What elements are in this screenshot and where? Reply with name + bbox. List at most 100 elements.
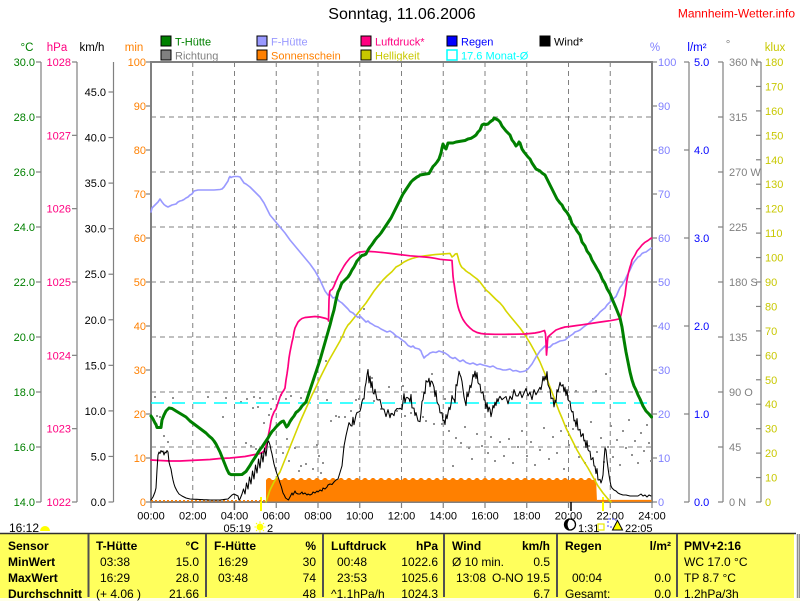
svg-text:05:19: 05:19 bbox=[223, 523, 251, 535]
svg-text:1:31: 1:31 bbox=[578, 523, 599, 535]
svg-text:00:04: 00:04 bbox=[572, 571, 602, 585]
svg-text:16:00: 16:00 bbox=[471, 511, 499, 523]
svg-text:0 N: 0 N bbox=[729, 497, 746, 509]
svg-text:km/h: km/h bbox=[522, 539, 550, 553]
svg-text:l/m²: l/m² bbox=[687, 42, 706, 54]
svg-text:MaxWert: MaxWert bbox=[8, 571, 58, 585]
svg-text:Regen: Regen bbox=[461, 37, 493, 49]
svg-text:90: 90 bbox=[765, 277, 777, 289]
svg-text:80: 80 bbox=[765, 301, 777, 313]
svg-text:1022: 1022 bbox=[47, 497, 71, 509]
svg-text:30: 30 bbox=[303, 555, 317, 569]
svg-text:hPa: hPa bbox=[47, 42, 68, 54]
svg-text:00:00: 00:00 bbox=[137, 511, 165, 523]
svg-text:MinWert: MinWert bbox=[8, 555, 55, 569]
svg-text:100: 100 bbox=[765, 253, 783, 265]
svg-text:1.2hPa/3h: 1.2hPa/3h bbox=[684, 587, 739, 601]
svg-text:22:05: 22:05 bbox=[625, 523, 653, 535]
svg-text:270 W: 270 W bbox=[729, 167, 761, 179]
svg-text:km/h: km/h bbox=[80, 42, 105, 54]
svg-text:1.0: 1.0 bbox=[694, 409, 709, 421]
svg-text:30.0: 30.0 bbox=[14, 57, 35, 69]
svg-text:22.0: 22.0 bbox=[14, 277, 35, 289]
svg-text:Richtung: Richtung bbox=[175, 51, 218, 63]
svg-text:min: min bbox=[125, 42, 144, 54]
svg-text:45: 45 bbox=[729, 442, 741, 454]
svg-text:100: 100 bbox=[128, 57, 146, 69]
svg-text:70: 70 bbox=[134, 189, 146, 201]
svg-text:16:12: 16:12 bbox=[9, 521, 39, 535]
svg-text:03:48: 03:48 bbox=[218, 571, 248, 585]
svg-text:60: 60 bbox=[134, 233, 146, 245]
svg-text:28.0: 28.0 bbox=[14, 112, 35, 124]
svg-text:1022.6: 1022.6 bbox=[401, 555, 438, 569]
svg-text:Luftdruck: Luftdruck bbox=[331, 539, 387, 553]
svg-text:25.0: 25.0 bbox=[85, 269, 106, 281]
svg-text:18.0: 18.0 bbox=[14, 387, 35, 399]
svg-text:Sonntag, 11.06.2006: Sonntag, 11.06.2006 bbox=[328, 6, 475, 23]
svg-text:1028: 1028 bbox=[47, 57, 71, 69]
svg-text:Durchschnitt: Durchschnitt bbox=[8, 587, 82, 601]
svg-text:0: 0 bbox=[765, 497, 771, 509]
svg-text:1024.3: 1024.3 bbox=[401, 587, 438, 601]
svg-text:60: 60 bbox=[658, 233, 670, 245]
svg-text:00:48: 00:48 bbox=[337, 555, 367, 569]
svg-text:5.0: 5.0 bbox=[91, 451, 106, 463]
svg-text:24.0: 24.0 bbox=[14, 222, 35, 234]
svg-text:30: 30 bbox=[658, 365, 670, 377]
svg-text:13:08: 13:08 bbox=[456, 571, 486, 585]
svg-text:135: 135 bbox=[729, 332, 747, 344]
svg-text:°: ° bbox=[726, 39, 731, 51]
svg-text:08:00: 08:00 bbox=[304, 511, 332, 523]
svg-text:10.0: 10.0 bbox=[85, 406, 106, 418]
svg-text:150: 150 bbox=[765, 130, 783, 142]
svg-text:90 O: 90 O bbox=[729, 387, 753, 399]
svg-text:15.0: 15.0 bbox=[176, 555, 200, 569]
svg-text:17.6 Monat-Ø: 17.6 Monat-Ø bbox=[461, 51, 529, 63]
svg-text:50: 50 bbox=[134, 277, 146, 289]
svg-text:23:53: 23:53 bbox=[337, 571, 367, 585]
svg-text:40: 40 bbox=[134, 321, 146, 333]
svg-text:l/m²: l/m² bbox=[650, 539, 671, 553]
svg-text:klux: klux bbox=[765, 42, 786, 54]
svg-text:TP 8.7 °C: TP 8.7 °C bbox=[684, 571, 736, 585]
svg-text:F-Hütte: F-Hütte bbox=[271, 37, 308, 49]
svg-text:180 S: 180 S bbox=[729, 277, 758, 289]
svg-text:0.5: 0.5 bbox=[533, 555, 550, 569]
svg-text:60: 60 bbox=[765, 350, 777, 362]
svg-text:0.0: 0.0 bbox=[91, 497, 106, 509]
svg-text:24:00: 24:00 bbox=[638, 511, 666, 523]
svg-text:20: 20 bbox=[134, 409, 146, 421]
svg-text:140: 140 bbox=[765, 155, 783, 167]
svg-text:1025.6: 1025.6 bbox=[401, 571, 438, 585]
svg-text:180: 180 bbox=[765, 57, 783, 69]
svg-text:10: 10 bbox=[765, 473, 777, 485]
svg-text:03:38: 03:38 bbox=[100, 555, 130, 569]
svg-text:120: 120 bbox=[765, 204, 783, 216]
svg-text:160: 160 bbox=[765, 106, 783, 118]
svg-text:Mannheim-Wetter.info: Mannheim-Wetter.info bbox=[678, 7, 795, 21]
svg-text:21.66: 21.66 bbox=[169, 587, 199, 601]
svg-text:WC 17.0 °C: WC 17.0 °C bbox=[684, 555, 748, 569]
svg-text:02:00: 02:00 bbox=[179, 511, 207, 523]
svg-text:T-Hütte: T-Hütte bbox=[175, 37, 211, 49]
svg-text:30.0: 30.0 bbox=[85, 224, 106, 236]
svg-text:1024: 1024 bbox=[47, 350, 71, 362]
svg-text:Helligkeit: Helligkeit bbox=[375, 51, 420, 63]
svg-text:22:00: 22:00 bbox=[596, 511, 624, 523]
svg-text:Sensor: Sensor bbox=[8, 539, 49, 553]
svg-text:hPa: hPa bbox=[416, 539, 438, 553]
svg-text:Luftdruck*: Luftdruck* bbox=[375, 37, 425, 49]
svg-text:04:00: 04:00 bbox=[221, 511, 249, 523]
svg-text:%: % bbox=[650, 42, 660, 54]
svg-text:15.0: 15.0 bbox=[85, 360, 106, 372]
svg-text:0: 0 bbox=[658, 497, 664, 509]
svg-text:1026: 1026 bbox=[47, 204, 71, 216]
svg-text:90: 90 bbox=[658, 101, 670, 113]
svg-text:Wind*: Wind* bbox=[554, 37, 584, 49]
svg-text:30: 30 bbox=[134, 365, 146, 377]
svg-text:0.0: 0.0 bbox=[654, 571, 671, 585]
svg-text:48: 48 bbox=[303, 587, 317, 601]
svg-text:18:00: 18:00 bbox=[513, 511, 541, 523]
svg-text:100: 100 bbox=[658, 57, 676, 69]
